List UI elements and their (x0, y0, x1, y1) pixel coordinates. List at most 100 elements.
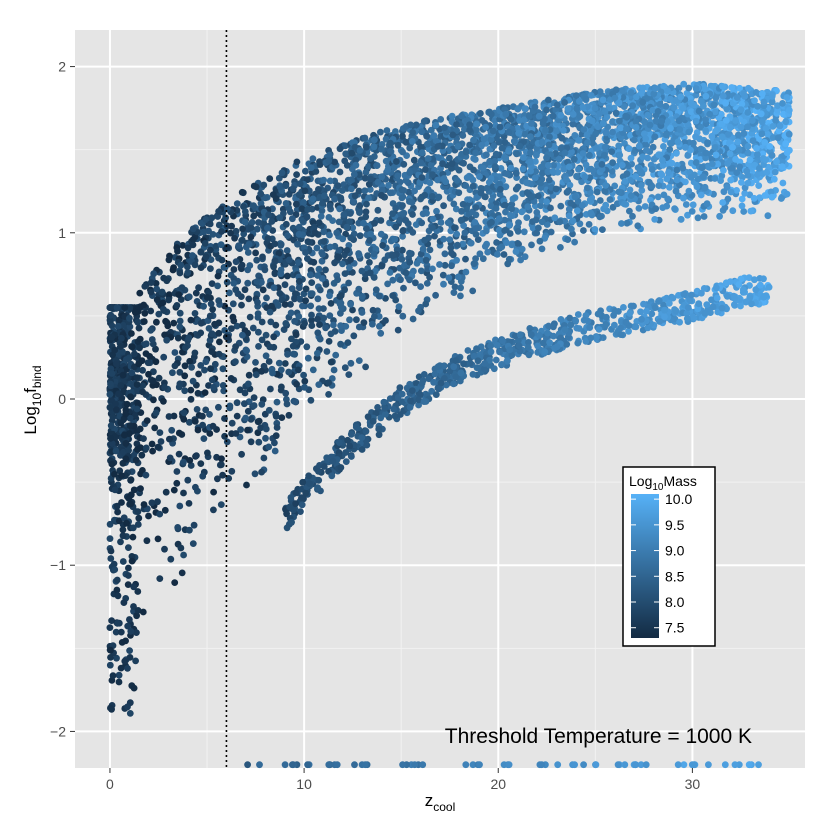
scatter-point (418, 219, 426, 227)
scatter-point (655, 182, 663, 190)
scatter-point (250, 182, 258, 190)
scatter-point (704, 139, 711, 147)
scatter-point (180, 489, 187, 497)
scatter-point (676, 126, 684, 133)
scatter-point (538, 245, 546, 253)
scatter-point (282, 220, 290, 228)
scatter-point (532, 216, 540, 224)
scatter-point (136, 344, 144, 352)
scatter-point (768, 152, 776, 159)
scatter-point (171, 362, 179, 370)
scatter-point (170, 486, 178, 494)
scatter-point (366, 237, 373, 244)
scatter-point (615, 142, 623, 150)
scatter-point (147, 327, 155, 334)
scatter-point (462, 148, 470, 156)
scatter-point (208, 280, 216, 287)
scatter-point (659, 204, 667, 212)
scatter-point (215, 297, 223, 305)
scatter-point (455, 189, 463, 197)
scatter-point (174, 334, 182, 342)
scatter-point (130, 603, 137, 610)
scatter-point (245, 295, 253, 303)
scatter-point (136, 289, 144, 297)
scatter-point (355, 357, 363, 364)
scatter-point (197, 319, 205, 327)
scatter-point (259, 286, 267, 294)
scatter-point (420, 117, 428, 125)
scatter-point (651, 216, 659, 223)
scatter-point (320, 305, 327, 312)
scatter-point (163, 277, 171, 285)
scatter-point (255, 219, 262, 226)
scatter-point (166, 435, 173, 443)
scatter-point (210, 488, 218, 496)
scatter-point (197, 264, 205, 271)
scatter-point (124, 581, 132, 588)
scatter-point (117, 664, 125, 672)
scatter-point (609, 159, 616, 167)
scatter-point (545, 96, 552, 104)
scatter-point (501, 227, 509, 234)
scatter-point (459, 200, 467, 208)
scatter-point (633, 93, 640, 101)
scatter-point (514, 240, 522, 247)
scatter-point (453, 256, 460, 264)
scatter-point (351, 192, 359, 200)
scatter-point (320, 176, 327, 184)
scatter-point (579, 150, 587, 157)
scatter-point (658, 171, 666, 179)
scatter-point (294, 240, 301, 248)
scatter-point (273, 424, 281, 431)
scatter-point (370, 143, 378, 151)
scatter-point (520, 154, 527, 161)
scatter-point (378, 262, 386, 270)
scatter-point (170, 319, 178, 327)
scatter-point (319, 251, 326, 258)
scatter-point (353, 316, 360, 324)
scatter-point (758, 130, 766, 138)
scatter-point (413, 259, 421, 267)
scatter-point (533, 229, 541, 237)
scatter-point (463, 174, 471, 182)
scatter-point (156, 575, 164, 582)
scatter-point (366, 186, 374, 193)
scatter-point (461, 229, 469, 237)
scatter-point (744, 109, 752, 116)
scatter-point (130, 684, 138, 692)
scatter-point (335, 218, 343, 226)
scatter-point (505, 147, 512, 155)
scatter-point (363, 200, 370, 208)
scatter-point (302, 297, 309, 305)
scatter-point (215, 221, 223, 229)
scatter-point (171, 349, 179, 356)
scatter-point (278, 414, 286, 421)
scatter-point (309, 155, 317, 163)
scatter-point (553, 101, 561, 109)
scatter-point (139, 608, 147, 616)
scatter-point (635, 205, 643, 212)
scatter-point (594, 123, 602, 131)
scatter-point (377, 329, 385, 337)
scatter-point (409, 211, 416, 218)
scatter-point (622, 112, 630, 120)
scatter-point (295, 277, 303, 285)
scatter-point (382, 157, 390, 165)
scatter-point (702, 127, 709, 134)
scatter-point (301, 377, 309, 385)
scatter-point (526, 158, 534, 166)
scatter-point (692, 117, 700, 125)
scatter-point (557, 112, 565, 119)
scatter-point (209, 422, 217, 430)
scatter-point (239, 331, 246, 339)
scatter-point (680, 80, 688, 88)
scatter-point (246, 313, 254, 321)
scatter-point (418, 149, 426, 157)
scatter-point (564, 105, 572, 113)
scatter-point (658, 118, 666, 125)
scatter-point (421, 236, 429, 244)
scatter-point (121, 304, 129, 311)
scatter-point (224, 243, 231, 251)
scatter-point (195, 284, 203, 292)
scatter-point (419, 210, 427, 218)
